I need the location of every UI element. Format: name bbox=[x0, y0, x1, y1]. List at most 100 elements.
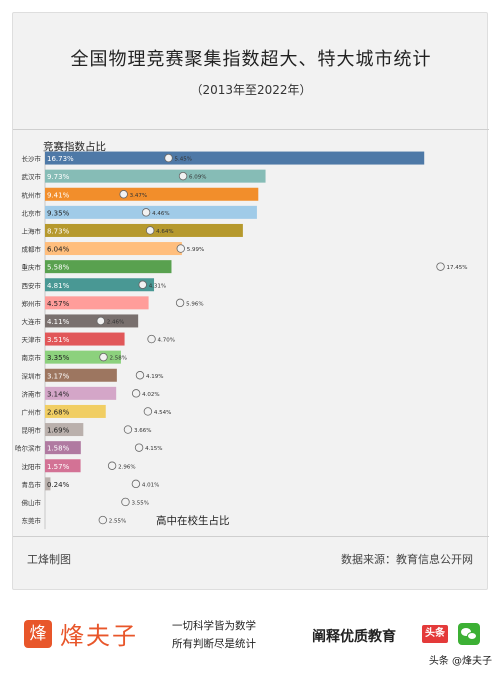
slogan-line-2: 所有判断尽是统计 bbox=[172, 638, 256, 650]
category-label: 北京市 bbox=[22, 208, 42, 217]
wechat-icon[interactable] bbox=[458, 623, 480, 645]
bar bbox=[45, 242, 182, 256]
highschool-dot bbox=[138, 280, 147, 289]
category-label: 南京市 bbox=[22, 353, 42, 362]
brand-logo: 烽 bbox=[24, 620, 52, 648]
bar bbox=[45, 260, 172, 274]
category-label: 武汉市 bbox=[22, 172, 42, 181]
legend-highschool-label: 高中在校生占比 bbox=[156, 515, 230, 527]
dot-value-label: 2.46% bbox=[107, 319, 124, 325]
dot-value-label: 4.64% bbox=[156, 229, 173, 235]
highschool-dot bbox=[99, 352, 108, 362]
dot-value-label: 4.70% bbox=[158, 338, 175, 344]
category-label: 天津市 bbox=[22, 335, 42, 344]
bar bbox=[45, 169, 266, 183]
bar bbox=[45, 278, 155, 292]
highschool-dot bbox=[119, 190, 128, 199]
bar-value-label: 16.73% bbox=[47, 155, 74, 163]
bar-chart: 长沙市 16.73% 5.45% 武汉市 9.73% 6.09% 杭州市 9.41% 3.47%… bbox=[15, 147, 468, 530]
bar bbox=[45, 477, 51, 491]
divider-bottom bbox=[13, 536, 489, 537]
bar-value-label: 3.17% bbox=[47, 372, 70, 380]
category-label: 杭州市 bbox=[22, 190, 42, 199]
category-label: 郑州市 bbox=[22, 299, 42, 308]
dot-value-label: 3.47% bbox=[130, 193, 147, 199]
highschool-dot bbox=[134, 443, 144, 452]
bar bbox=[45, 332, 125, 346]
bar-value-label: 2.68% bbox=[47, 408, 70, 416]
bar-value-label: 3.14% bbox=[47, 390, 70, 398]
legend-rank-label: 竞赛指数占比 bbox=[43, 141, 106, 153]
bar bbox=[45, 314, 139, 328]
bar-value-label: 9.41% bbox=[47, 191, 70, 199]
bar bbox=[45, 441, 81, 455]
data-source: 数据来源：教育信息公开网 bbox=[341, 553, 473, 566]
bar-value-label: 1.57% bbox=[47, 463, 70, 471]
bar bbox=[45, 386, 117, 400]
bar bbox=[45, 423, 84, 437]
dot-value-label: 4.31% bbox=[149, 283, 166, 289]
highschool-dot bbox=[147, 334, 156, 344]
watermark: 头条 @烽夫子 bbox=[428, 656, 492, 667]
highschool-dot bbox=[164, 153, 173, 163]
highschool-dot bbox=[135, 371, 145, 380]
category-label: 东莞市 bbox=[22, 516, 42, 525]
highschool-dot bbox=[123, 425, 133, 434]
bar bbox=[45, 223, 243, 237]
dot-value-label: 2.58% bbox=[109, 356, 126, 362]
category-label: 沈阳市 bbox=[22, 462, 42, 471]
dot-value-label: 17.45% bbox=[447, 265, 468, 271]
slogan-line-1: 一切科学皆为数学 bbox=[172, 620, 256, 632]
brand-name: 烽夫子 bbox=[60, 622, 138, 650]
highschool-dot bbox=[141, 208, 151, 217]
footer: 烽 烽夫子 一切科学皆为数学 所有判断尽是统计 阐释优质教育 头条 头条 @烽夫… bbox=[0, 596, 500, 675]
dot-value-label: 4.01% bbox=[142, 482, 159, 488]
bar-value-label: 3.35% bbox=[47, 354, 70, 362]
dot-value-label: 6.09% bbox=[189, 175, 206, 181]
bar-value-label: 9.73% bbox=[47, 173, 70, 181]
dot-value-label: 4.02% bbox=[142, 392, 159, 398]
highschool-dot bbox=[98, 515, 107, 525]
bar bbox=[45, 459, 81, 473]
category-label: 成都市 bbox=[22, 245, 42, 254]
dot-value-label: 5.96% bbox=[186, 301, 203, 307]
category-label: 深圳市 bbox=[22, 371, 42, 380]
category-label: 广州市 bbox=[22, 407, 42, 416]
dot-value-label: 5.99% bbox=[187, 247, 204, 253]
category-label: 西安市 bbox=[22, 281, 42, 290]
dot-value-label: 4.54% bbox=[154, 410, 171, 416]
bar-value-label: 4.11% bbox=[47, 318, 70, 326]
bar bbox=[45, 151, 425, 165]
chart-subtitle: （2013年至2022年） bbox=[190, 83, 312, 97]
chart-maker: 工烽制图 bbox=[27, 553, 71, 566]
category-label: 大连市 bbox=[22, 317, 42, 326]
highschool-dot bbox=[96, 316, 105, 326]
category-label: 重庆市 bbox=[22, 263, 42, 272]
category-label: 哈尔滨市 bbox=[15, 444, 42, 453]
highschool-dot bbox=[176, 244, 185, 253]
tagline: 阐释优质教育 bbox=[312, 629, 396, 645]
dot-value-label: 5.45% bbox=[175, 157, 192, 163]
toutiao-icon[interactable]: 头条 bbox=[422, 625, 448, 643]
highschool-dot bbox=[107, 461, 117, 470]
category-label: 济南市 bbox=[22, 389, 42, 398]
category-label: 昆明市 bbox=[22, 426, 42, 435]
bar-value-label: 6.04% bbox=[47, 246, 70, 254]
bar bbox=[45, 368, 117, 382]
bar bbox=[45, 187, 259, 201]
bar-value-label: 5.58% bbox=[47, 264, 70, 272]
divider-top bbox=[13, 129, 489, 130]
bar bbox=[45, 205, 257, 219]
highschool-dot bbox=[121, 497, 130, 507]
category-label: 青岛市 bbox=[22, 480, 42, 489]
dot-value-label: 2.96% bbox=[118, 464, 135, 470]
dot-value-label: 2.55% bbox=[109, 519, 126, 525]
category-label: 上海市 bbox=[22, 226, 42, 235]
dot-value-label: 4.46% bbox=[152, 211, 169, 217]
bar-value-label: 4.57% bbox=[47, 300, 70, 308]
bar-value-label: 0.24% bbox=[47, 481, 70, 489]
bar-value-label: 9.35% bbox=[47, 209, 70, 217]
highschool-dot bbox=[131, 479, 141, 489]
highschool-dot bbox=[436, 262, 445, 271]
bar-value-label: 1.69% bbox=[47, 427, 70, 435]
